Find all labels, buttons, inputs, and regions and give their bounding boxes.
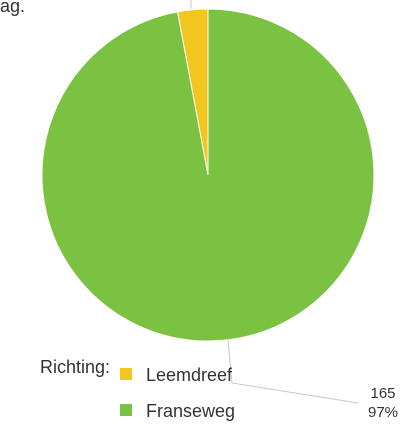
leader-line-franseweg [227, 339, 359, 404]
data-label-percent-franseweg: 97% [367, 404, 399, 421]
data-label-value-franseweg: 165 [370, 385, 396, 402]
legend-item-leemdreef[interactable]: Leemdreef [120, 364, 232, 386]
legend-swatch-leemdreef [120, 368, 132, 381]
pie-slice-franseweg[interactable] [41, 8, 375, 342]
legend-label-franseweg: Franseweg [146, 401, 236, 421]
legend-swatch-franseweg [120, 404, 132, 417]
cropped-title-fragment: ag. [0, 0, 26, 16]
legend-item-franseweg[interactable]: Franseweg [120, 400, 235, 422]
legend-title: Richting: [40, 357, 111, 377]
legend-label-leemdreef: Leemdreef [146, 365, 233, 385]
